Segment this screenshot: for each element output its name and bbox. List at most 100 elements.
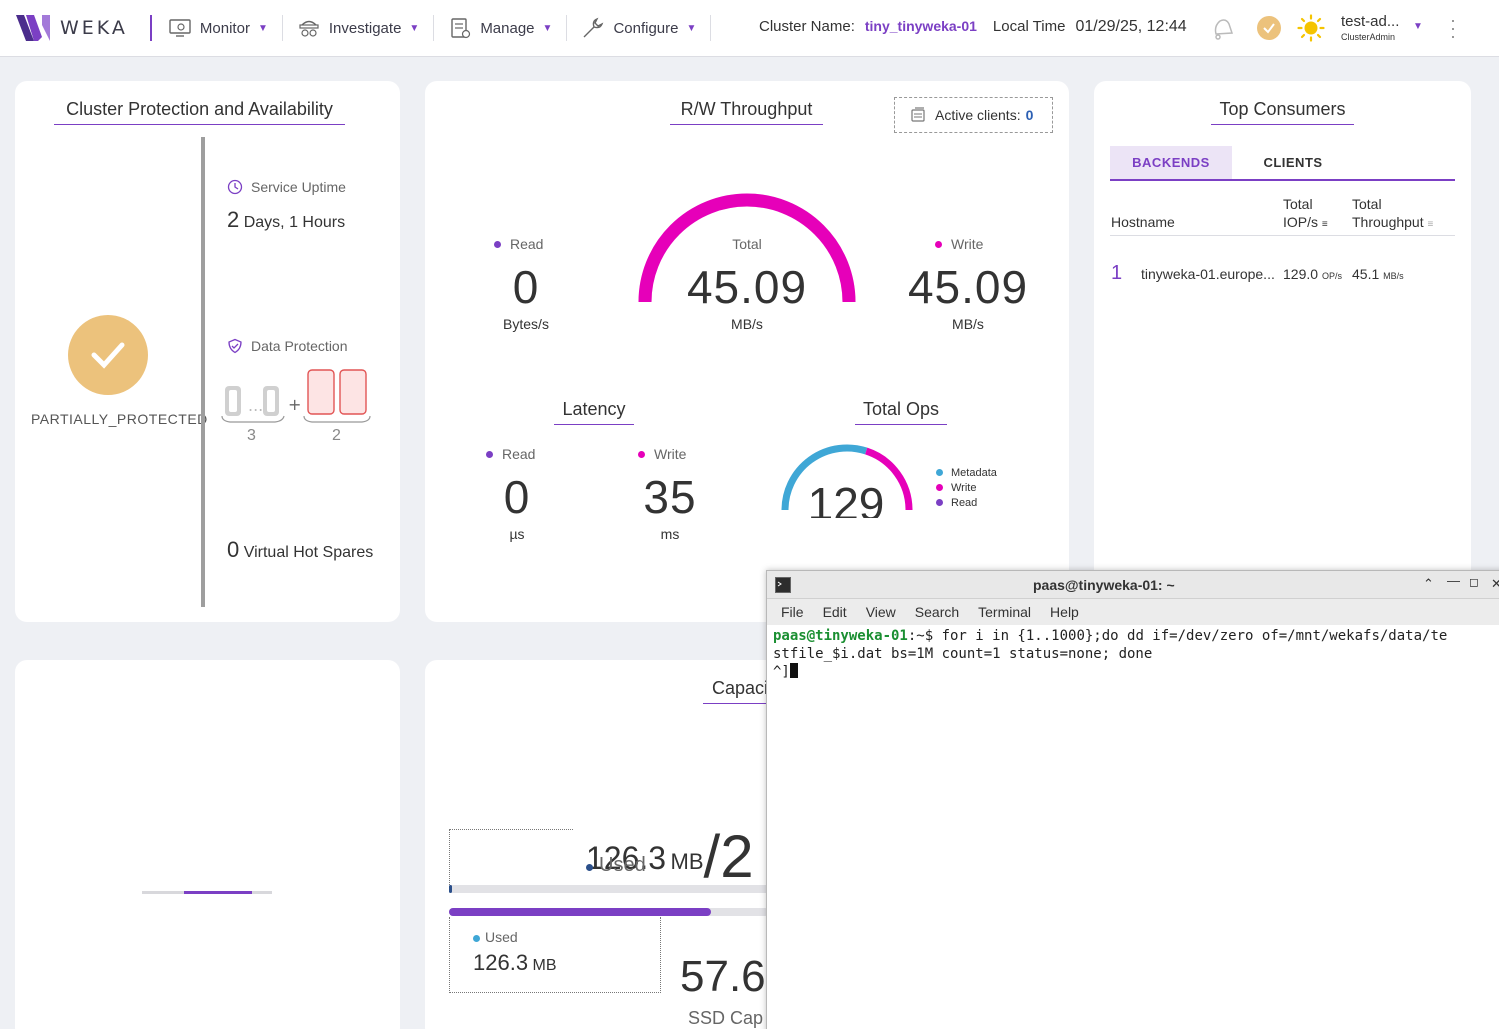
menu-view[interactable]: View [865, 604, 896, 620]
tab-clients[interactable]: CLIENTS [1263, 155, 1323, 170]
active-clients-label: Active clients: [935, 107, 1021, 123]
nav-investigate[interactable]: Investigate ▼ [283, 0, 433, 57]
cluster-protection-card: Cluster Protection and Availability PART… [15, 81, 400, 622]
total-ops-gauge [781, 444, 913, 511]
weka-logo-icon [16, 15, 50, 41]
more-options-icon[interactable]: · · · [1450, 10, 1456, 46]
card-title: Top Consumers [1211, 99, 1354, 125]
clock-icon [227, 179, 243, 195]
table-header-separator [1110, 235, 1455, 236]
wrench-icon [583, 17, 604, 38]
data-drives-count: 3 [247, 427, 256, 444]
throughput-card: R/W Throughput [425, 81, 1069, 622]
nav-monitor[interactable]: Monitor ▼ [154, 0, 282, 57]
user-role: ClusterAdmin [1341, 32, 1396, 42]
weka-logo[interactable]: WEKA [16, 0, 152, 57]
menu-edit[interactable]: Edit [822, 604, 847, 620]
legend-metadata: Metadata [936, 466, 997, 481]
check-icon [1263, 23, 1275, 34]
ssd-capacity-bar [449, 908, 769, 916]
protection-status-icon [68, 315, 148, 395]
latency-write-label: Write [638, 446, 686, 462]
used-capacity-box [449, 829, 573, 887]
menu-search[interactable]: Search [914, 604, 960, 620]
total-throughput-value: 45.09 [686, 261, 808, 313]
write-label: Write [935, 236, 983, 252]
terminal-command-line-2: stfile_$i.dat bs=1M count=1 status=none;… [773, 646, 1153, 662]
check-icon [91, 342, 125, 369]
column-total-throughput[interactable]: Total Throughput ≡ [1352, 196, 1434, 230]
total-ops-legend: Metadata Write Read [936, 466, 997, 511]
loading-indicator [142, 891, 272, 894]
loading-card [15, 660, 400, 1029]
cluster-name: tiny_tinyweka-01 [864, 18, 977, 34]
latency-read-value: 0 [503, 471, 531, 523]
chevron-down-icon[interactable]: ▼ [1413, 21, 1423, 32]
tab-backends[interactable]: BACKENDS [1110, 146, 1232, 179]
nav-manage-label: Manage [480, 19, 535, 37]
terminal-window[interactable]: paas@tinyweka-01: ~ ⌃ — ◻ ✕ File Edit Vi… [766, 570, 1499, 1029]
nav-configure-label: Configure [613, 19, 679, 37]
ssd-used-label: Used [473, 929, 518, 945]
top-navigation-bar: WEKA Monitor ▼ Investigate ▼ Manage ▼ Co… [0, 0, 1499, 57]
active-clients-value: 0 [1025, 107, 1034, 123]
column-hostname[interactable]: Hostname [1111, 214, 1175, 230]
user-menu[interactable]: test-ad... ClusterAdmin [1341, 13, 1399, 42]
ssd-capacity-value: 57.6 [680, 952, 766, 1001]
investigate-icon [299, 20, 319, 37]
data-protection-diagram: ... + [221, 369, 371, 423]
cluster-info: Cluster Name: tiny_tinyweka-01 Local Tim… [759, 18, 1187, 36]
row-rank: 1 [1111, 262, 1123, 284]
sort-icon: ≡ [1321, 219, 1328, 230]
row-hostname[interactable]: tinyweka-01.europe... [1141, 266, 1275, 282]
terminal-title-bar[interactable]: paas@tinyweka-01: ~ ⌃ — ◻ ✕ [767, 571, 1499, 599]
menu-help[interactable]: Help [1050, 604, 1079, 620]
logo-separator [149, 15, 152, 41]
row-iops: 129.0 OP/s [1283, 266, 1342, 282]
cluster-status-icon[interactable] [1257, 16, 1281, 40]
chevron-down-icon: ▼ [686, 22, 697, 34]
column-total-iops[interactable]: Total IOP/s ≡ [1283, 196, 1328, 230]
data-protection-label: Data Protection [227, 338, 348, 354]
maximize-toggle-icon[interactable]: ⌃ [1423, 576, 1434, 591]
nav-divider [433, 15, 435, 41]
read-throughput-value: 0 [512, 261, 540, 313]
nav-monitor-label: Monitor [199, 19, 250, 37]
restore-icon[interactable]: ◻ [1469, 575, 1479, 589]
ssd-capacity-label: SSD Cap [688, 1008, 764, 1028]
logo-text: WEKA [60, 17, 128, 39]
nav-divider [281, 15, 283, 41]
ssd-used-value: 126.3 MB [473, 950, 557, 975]
active-clients-box[interactable]: Active clients: 0 [894, 97, 1053, 133]
user-name: test-ad... [1341, 13, 1400, 30]
cluster-name-label: Cluster Name: [759, 18, 855, 35]
service-uptime-value: 2 Days, 1 Hours [227, 207, 346, 232]
chevron-down-icon: ▼ [542, 22, 553, 34]
total-ops-title: Total Ops [855, 399, 947, 425]
svg-text:+: + [288, 395, 301, 414]
menu-file[interactable]: File [781, 604, 804, 620]
total-capacity-bar [449, 885, 779, 893]
nav-configure[interactable]: Configure ▼ [567, 0, 710, 57]
terminal-icon [775, 577, 791, 593]
nav-manage[interactable]: Manage ▼ [434, 0, 566, 57]
terminal-prompt: paas@tinyweka-01 [773, 628, 908, 644]
card-title: Capaci [703, 678, 823, 704]
chevron-down-icon: ▼ [409, 22, 420, 34]
terminal-output-line: ^] [773, 664, 790, 680]
divider-line [201, 137, 205, 607]
sun-icon[interactable] [1297, 14, 1325, 42]
nav-divider [710, 15, 712, 41]
latency-write-value: 35 [643, 471, 697, 523]
terminal-output[interactable]: paas@tinyweka-01:~$ for i in {1..1000};d… [773, 628, 1448, 680]
write-throughput-unit: MB/s [952, 316, 984, 332]
menu-terminal[interactable]: Terminal [978, 604, 1032, 620]
chevron-down-icon: ▼ [257, 22, 268, 34]
svg-text:...: ... [248, 396, 263, 415]
terminal-cursor [789, 663, 798, 678]
consumers-tabs: BACKENDS CLIENTS [1110, 146, 1455, 181]
minimize-icon[interactable]: — [1447, 573, 1460, 588]
bell-icon[interactable] [1208, 14, 1236, 42]
close-icon[interactable]: ✕ [1491, 576, 1499, 591]
card-title: Cluster Protection and Availability [54, 99, 345, 125]
